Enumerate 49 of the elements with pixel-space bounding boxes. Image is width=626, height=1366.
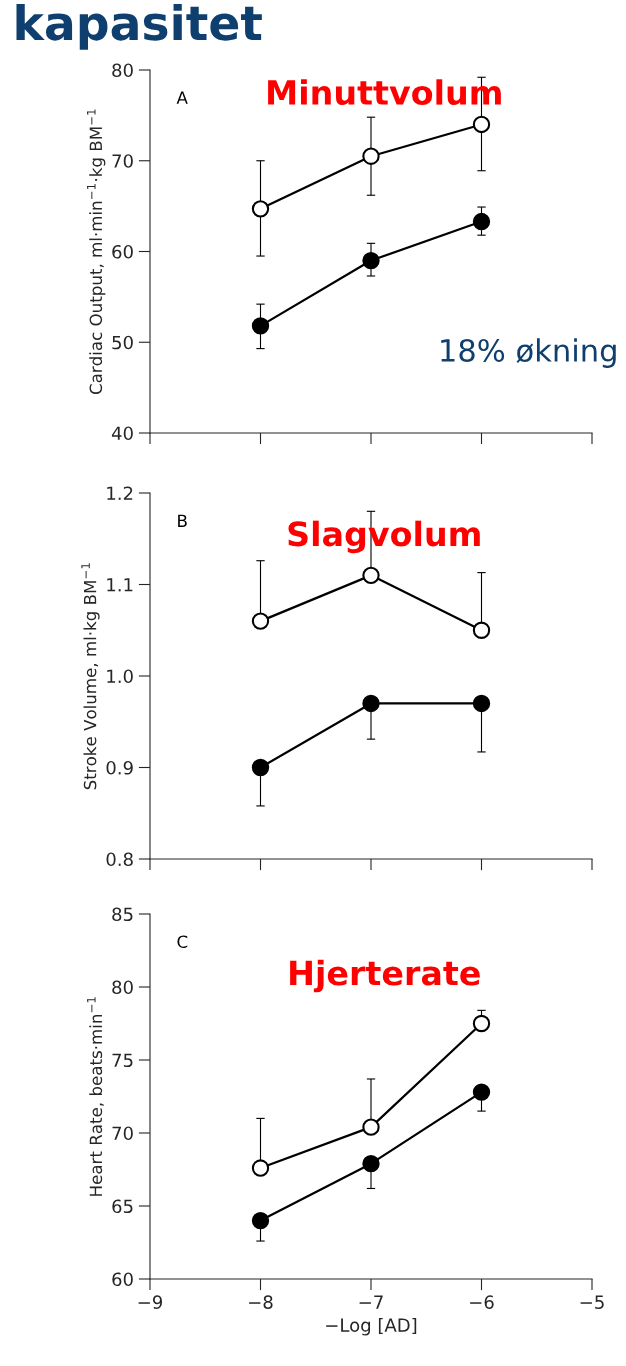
- y-tick-label: 80: [112, 980, 133, 995]
- y-tick-label: 70: [112, 154, 133, 168]
- y-tick-label: 1.0: [107, 669, 133, 684]
- annotation: B: [178, 514, 187, 527]
- point: [251, 758, 270, 777]
- point: [251, 612, 270, 630]
- annotation: Hjerterate: [290, 959, 480, 993]
- x-tick-label: −6: [470, 1295, 494, 1309]
- y-axis-title: Stroke Volume, ml·kg BM$^{−1}$: [81, 563, 100, 790]
- y-tick-label: 1.1: [107, 578, 133, 592]
- point: [472, 1014, 491, 1033]
- y-axis-title: Cardiac Output, ml·min$^{−1}$·kg BM$^{−1}$: [87, 109, 106, 395]
- point: [472, 621, 491, 639]
- y-tick-label: 65: [112, 1199, 133, 1214]
- point: [362, 147, 380, 165]
- y-tick-label: 60: [112, 244, 133, 259]
- x-tick-label: −8: [249, 1295, 273, 1309]
- x-tick-label: −7: [359, 1295, 383, 1309]
- point: [472, 115, 491, 134]
- point: [362, 694, 380, 713]
- y-tick-label: 1.2: [107, 486, 133, 500]
- y-tick-label: 0.8: [106, 852, 133, 867]
- annotation: C: [177, 935, 188, 949]
- point: [362, 1118, 380, 1136]
- annotation: 18% økning: [441, 338, 616, 368]
- y-tick-label: 50: [112, 335, 133, 350]
- annotation: A: [176, 91, 188, 104]
- chart-title: kapasitet: [16, 4, 262, 50]
- point: [362, 1154, 380, 1173]
- y-tick-label: 80: [112, 63, 133, 78]
- point: [362, 566, 380, 585]
- point: [251, 1211, 270, 1230]
- y-tick-label: 85: [112, 907, 133, 922]
- x-tick-label: −9: [138, 1295, 163, 1309]
- y-axis-title: Heart Rate, beats·min$^{−1}$: [87, 997, 104, 1196]
- y-tick-label: 60: [112, 1272, 133, 1287]
- y-tick-label: 0.9: [106, 760, 133, 775]
- point: [472, 1083, 491, 1101]
- x-axis-title: −Log [AD]: [326, 1318, 417, 1336]
- point: [251, 200, 270, 218]
- point: [472, 212, 491, 231]
- y-tick-label: 40: [111, 426, 133, 441]
- point: [362, 251, 380, 270]
- point: [472, 694, 491, 713]
- x-tick-label: −5: [580, 1295, 604, 1309]
- y-tick-label: 70: [112, 1126, 133, 1141]
- y-tick-label: 75: [112, 1053, 133, 1068]
- point: [251, 1159, 270, 1177]
- point: [251, 317, 270, 335]
